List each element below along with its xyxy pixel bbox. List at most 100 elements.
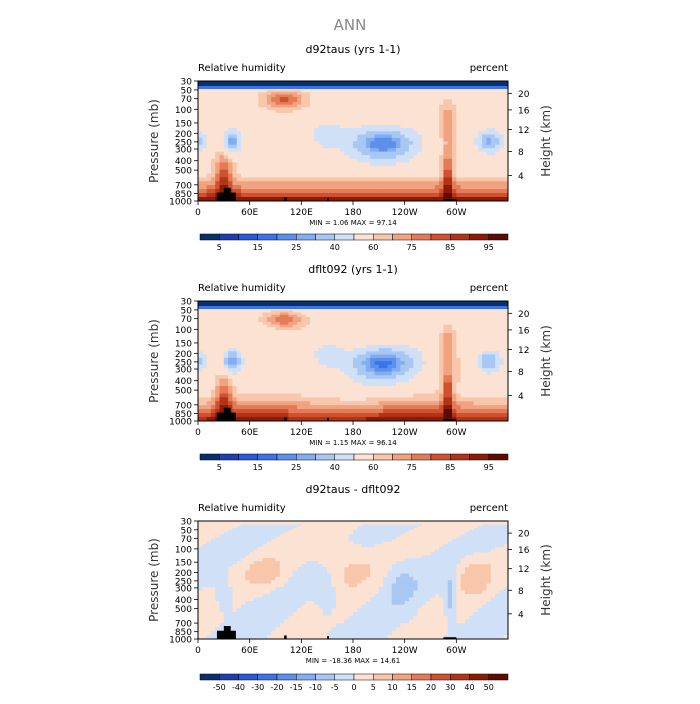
contour-cell (327, 131, 332, 135)
contour-cell (301, 174, 306, 178)
contour-cell (418, 155, 423, 159)
contour-cell (344, 339, 349, 343)
contour-cell (331, 390, 336, 394)
contour-cell (241, 110, 246, 113)
contour-cell (392, 351, 397, 355)
contour-cell (379, 159, 384, 163)
contour-cell (237, 390, 242, 394)
contour-cell (392, 336, 397, 339)
contour-cell (301, 351, 306, 355)
contour-cell (293, 185, 298, 189)
contour-cell (254, 345, 259, 349)
contour-cell (232, 162, 237, 166)
contour-cell (220, 166, 225, 170)
contour-cell (245, 330, 250, 333)
contour-cell (353, 181, 358, 185)
contour-cell (314, 119, 319, 123)
contour-cell (202, 375, 207, 379)
contour-cell (267, 131, 272, 135)
contour-cell (245, 181, 250, 185)
contour-cell (443, 155, 448, 159)
contour-cell (340, 159, 345, 163)
contour-cell (306, 348, 311, 352)
contour-cell (465, 119, 470, 123)
contour-cell (241, 155, 246, 159)
contour-cell (482, 166, 487, 170)
contour-cell (314, 351, 319, 355)
contour-cell (409, 113, 414, 116)
contour-cell (379, 162, 384, 166)
contour-cell (297, 365, 302, 369)
colorbar-bin (489, 234, 508, 240)
contour-cell (228, 386, 233, 390)
contour-cell (254, 185, 259, 189)
contour-cell (431, 189, 436, 193)
contour-cell (383, 361, 388, 365)
contour-cell (482, 193, 487, 197)
contour-cell (336, 386, 341, 390)
contour-cell (323, 382, 328, 386)
contour-cell (297, 413, 302, 417)
contour-cell (263, 148, 268, 152)
contour-cell (211, 131, 216, 135)
contour-cell (207, 138, 212, 142)
contour-cell (237, 375, 242, 379)
contour-cell (370, 113, 375, 116)
contour-cell (362, 375, 367, 379)
contour-cell (250, 390, 255, 394)
contour-cell (379, 358, 384, 362)
contour-cell (413, 351, 418, 355)
contour-cell (301, 365, 306, 369)
contour-cell (297, 361, 302, 365)
contour-cell (271, 113, 276, 116)
contour-cell (327, 386, 332, 390)
contour-cell (258, 355, 263, 359)
contour-cell (224, 152, 229, 156)
contour-cell (456, 189, 461, 193)
contour-cell (469, 193, 474, 197)
contour-cell (207, 333, 212, 336)
contour-cell (254, 189, 259, 193)
contour-cell (301, 382, 306, 386)
contour-cell (310, 372, 315, 376)
contour-cell (465, 145, 470, 149)
contour-cell (232, 394, 237, 398)
contour-cell (366, 390, 371, 394)
contour-cell (224, 177, 229, 181)
contour-cell (224, 122, 229, 126)
contour-cell (327, 339, 332, 343)
contour-cell (327, 181, 332, 185)
contour-cell (387, 110, 392, 113)
contour-cell (258, 170, 263, 174)
contour-cell (331, 116, 336, 119)
contour-cell (375, 365, 380, 369)
contour-cell (418, 148, 423, 152)
contour-cell (250, 159, 255, 163)
contour-cell (276, 375, 281, 379)
contour-cell (280, 166, 285, 170)
contour-cell (362, 110, 367, 113)
contour-cell (293, 110, 298, 113)
contour-cell (357, 339, 362, 343)
contour-cell (327, 125, 332, 129)
contour-cell (499, 131, 504, 135)
contour-cell (297, 128, 302, 132)
contour-cell (280, 413, 285, 417)
contour-cell (211, 382, 216, 386)
contour-cell (301, 413, 306, 417)
contour-cell (288, 131, 293, 135)
contour-cell (263, 333, 268, 336)
contour-cell (396, 189, 401, 193)
contour-cell (254, 365, 259, 369)
contour-cell (245, 342, 250, 346)
contour-cell (310, 128, 315, 132)
contour-cell (379, 170, 384, 174)
contour-cell (280, 110, 285, 113)
contour-cell (400, 125, 405, 129)
contour-cell (288, 379, 293, 383)
contour-cell (405, 116, 410, 119)
contour-cell (362, 119, 367, 123)
contour-cell (198, 390, 203, 394)
contour-cell (387, 372, 392, 376)
contour-cell (267, 155, 272, 159)
